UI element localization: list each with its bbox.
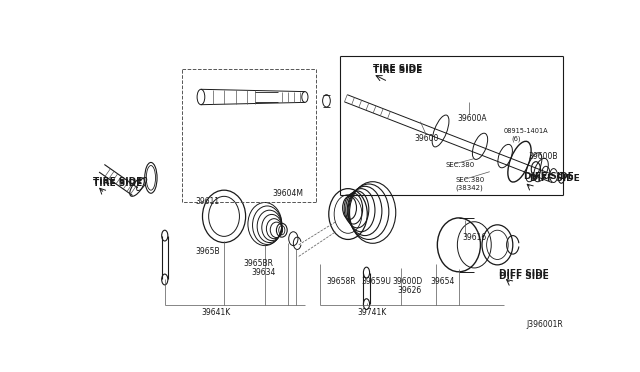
Text: 39600A: 39600A [458, 114, 487, 123]
Text: 39600: 39600 [414, 134, 438, 143]
Text: DIFF SIDE: DIFF SIDE [499, 272, 548, 281]
Text: 39611: 39611 [196, 197, 220, 206]
Text: 39658R: 39658R [326, 277, 356, 286]
Text: TIRE SIDE: TIRE SIDE [93, 177, 142, 186]
Text: (6): (6) [511, 135, 521, 142]
Text: DIFF SIDE: DIFF SIDE [499, 269, 548, 279]
Text: DIFF SIDE: DIFF SIDE [530, 174, 579, 183]
Text: TIRE SIDE: TIRE SIDE [372, 64, 422, 73]
Text: SEC.380: SEC.380 [445, 162, 474, 168]
Text: SEC.380: SEC.380 [455, 177, 484, 183]
Text: 39741K: 39741K [357, 308, 387, 317]
Text: 39641K: 39641K [201, 308, 230, 317]
Text: 3965BR: 3965BR [243, 259, 273, 268]
Text: (38342): (38342) [455, 184, 483, 190]
Text: 08915-1401A: 08915-1401A [504, 128, 548, 134]
Text: 3965B: 3965B [196, 247, 220, 256]
Text: DIFF SIDE: DIFF SIDE [524, 172, 574, 181]
Text: TIRE SIDE: TIRE SIDE [372, 66, 422, 75]
Text: 39616: 39616 [462, 233, 486, 242]
Text: 39626: 39626 [397, 286, 422, 295]
Text: 39604M: 39604M [273, 189, 303, 198]
Text: 39600B: 39600B [528, 153, 557, 161]
Text: TIRE SIDE: TIRE SIDE [93, 179, 142, 188]
Text: 39600D: 39600D [392, 277, 422, 286]
Text: 39654: 39654 [431, 277, 455, 286]
Text: 39634: 39634 [251, 268, 275, 277]
Text: 39659U: 39659U [361, 277, 391, 286]
Text: J396001R: J396001R [527, 320, 563, 329]
